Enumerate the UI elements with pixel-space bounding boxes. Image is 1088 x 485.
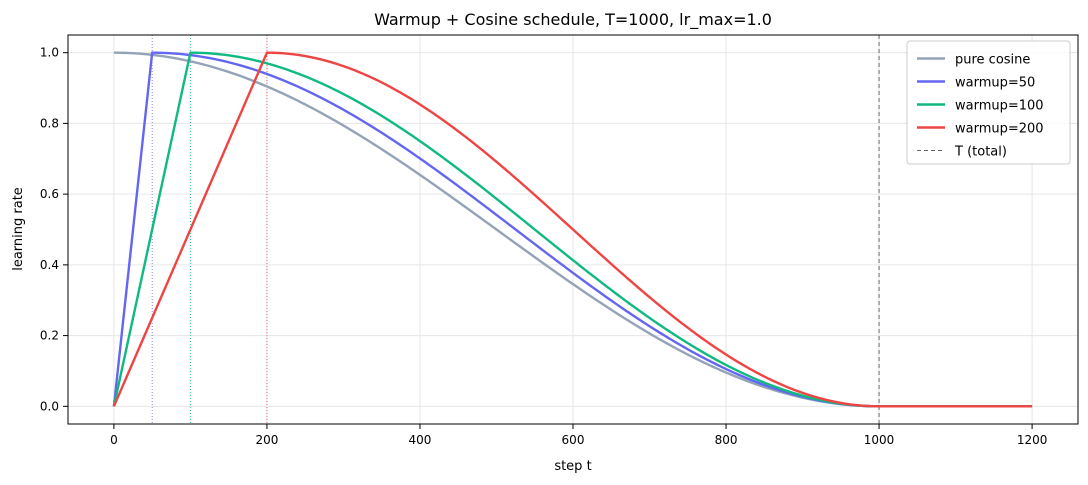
- x-tick-label: 0: [110, 433, 118, 447]
- series-layer: [112, 51, 1033, 408]
- y-tick-label: 1.0: [40, 46, 59, 60]
- series-line: [112, 51, 1033, 408]
- tick-layer: 0 200 400 600 800 1000 1200 0.0 0.2 0.4 0.6 0.8 1.0: [40, 46, 1047, 447]
- y-axis-label: learning rate: [11, 187, 26, 271]
- legend-label: T (total): [954, 145, 1007, 160]
- chart-title: Warmup + Cosine schedule, T=1000, lr_max…: [374, 10, 772, 30]
- y-tick-label: 0.4: [40, 258, 59, 272]
- legend-label: warmup=200: [955, 122, 1044, 137]
- y-tick-label: 0.0: [40, 399, 59, 413]
- reference-lines: [151, 35, 880, 424]
- legend: pure cosine warmup=50 warmup=100 warmup=200…: [906, 40, 1071, 165]
- legend-label: warmup=100: [955, 99, 1044, 114]
- legend-label: pure cosine: [955, 53, 1030, 68]
- legend-label: warmup=50: [955, 76, 1035, 91]
- legend-box: [906, 40, 1071, 165]
- x-tick-label: 1200: [1017, 433, 1048, 447]
- y-tick-label: 0.2: [40, 329, 59, 343]
- y-tick-label: 0.6: [40, 187, 59, 201]
- y-tick-label: 0.8: [40, 116, 59, 130]
- x-tick-label: 1000: [864, 433, 895, 447]
- x-axis-label: step t: [554, 459, 591, 474]
- x-tick-label: 800: [715, 433, 738, 447]
- x-tick-label: 400: [409, 433, 432, 447]
- x-tick-label: 600: [562, 433, 585, 447]
- x-tick-label: 200: [255, 433, 278, 447]
